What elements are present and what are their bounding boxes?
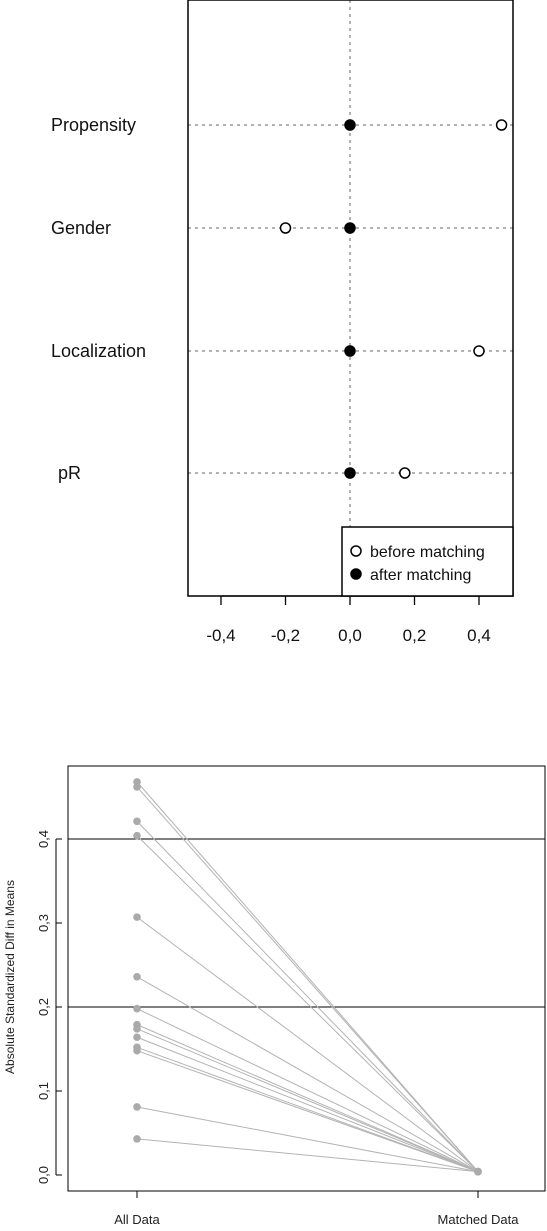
legend-label-after-matching: after matching [370,567,471,584]
covariate-line-3 [136,835,479,1172]
before-matching-point-pr [399,467,411,479]
covariate-line-4 [136,916,479,1173]
all-data-point-11 [133,1046,141,1055]
covariate-line-9 [136,1036,479,1173]
all-data-point-6 [133,1004,141,1013]
before-matching-point-localization [473,345,485,357]
x-tick-label-4: 0,4 [467,626,491,645]
after-matching-point-localization [344,345,356,357]
y-axis-title: Absolute Standardized Diff in Means [3,880,17,1074]
all-data-point-12 [133,1103,141,1111]
x-tick-label-0: -0,4 [206,626,235,645]
covariate-line-10 [136,1046,479,1173]
x-tick-label-1: -0,2 [271,626,300,645]
y-tick-label-3: 0,3 [36,914,51,932]
covariate-line-13 [136,1138,479,1173]
absolute-diff-line-plot: 0,0 0,1 0,2 0,3 0,4 Absolute Standardized Dif… [3,765,546,1227]
variable-label-gender: Gender [51,218,111,238]
all-data-point-13 [133,1135,141,1143]
all-data-point-4 [133,913,141,921]
variable-label-localization: Localization [51,341,146,361]
covariate-line-5 [136,976,479,1173]
covariate-line-12 [136,1106,479,1173]
after-matching-point-gender [344,222,356,234]
covariate-line-1 [136,786,479,1172]
legend-marker-after-matching [350,568,362,580]
matched-data-point [474,1167,482,1176]
all-data-point-5 [133,972,141,981]
before-matching-point-gender [279,222,292,234]
covariate-line-8 [136,1028,479,1173]
legend-marker-before-matching [350,545,362,557]
after-matching-point-propensity [344,119,356,131]
after-matching-point-pr [344,467,356,479]
all-data-point-8 [133,1025,141,1033]
covariate-line-11 [136,1050,479,1173]
y-tick-label-4: 0,4 [36,830,51,848]
x-tick-label-all-data: All Data [114,1212,160,1227]
variable-label-propensity: Propensity [51,115,136,135]
y-tick-label-2: 0,2 [36,998,51,1016]
legend-label-before-matching: before matching [370,544,485,561]
balance-dot-plot: Propensity Gender Localization pR -0,4 -0,2 0,… [51,0,514,645]
covariate-line-2 [136,821,479,1172]
covariate-line-7 [136,1024,479,1173]
variable-label-pr: pR [58,463,81,483]
covariate-line-0 [136,781,479,1172]
legend-box [341,526,514,597]
all-data-point-2 [133,817,141,826]
y-tick-label-0: 0,0 [36,1166,51,1184]
all-data-point-3 [133,831,141,840]
x-tick-label-matched-data: Matched Data [438,1212,520,1227]
y-tick-label-1: 0,1 [36,1082,51,1100]
covariate-line-6 [136,1008,479,1173]
x-tick-label-3: 0,2 [403,626,427,645]
all-data-point-9 [133,1033,141,1042]
x-tick-label-2: 0,0 [338,626,362,645]
all-data-point-1 [133,783,141,791]
before-matching-point-propensity [495,119,508,131]
